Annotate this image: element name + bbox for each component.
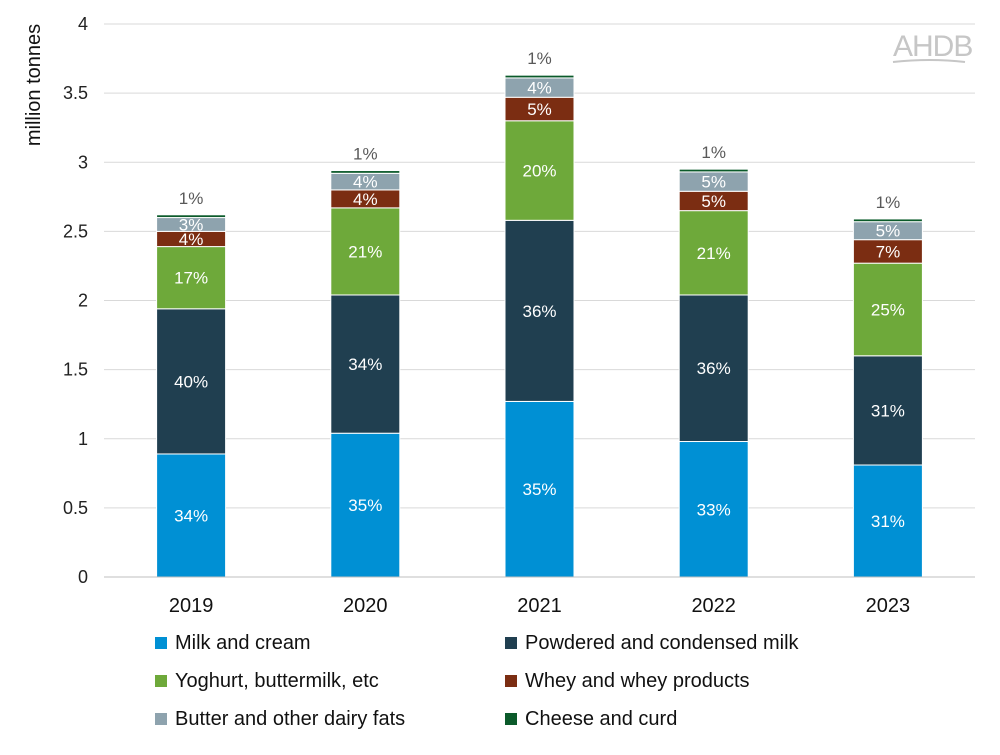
data-label: 21% xyxy=(697,244,731,263)
data-label: 20% xyxy=(522,162,556,181)
bar-segment xyxy=(330,170,401,174)
legend-label: Milk and cream xyxy=(175,631,311,654)
legend-item: Cheese and curd xyxy=(505,704,905,734)
data-label: 25% xyxy=(871,300,905,319)
stacked-bar-chart: 34%40%17%4%3%1%35%34%21%4%4%1%35%36%20%5… xyxy=(23,14,975,617)
data-label: 1% xyxy=(527,49,552,68)
data-label: 1% xyxy=(701,143,726,162)
data-label: 5% xyxy=(876,222,901,241)
data-label: 1% xyxy=(353,145,378,164)
bar-segment xyxy=(678,441,749,578)
data-label: 35% xyxy=(348,496,382,515)
bar-segment xyxy=(852,262,923,357)
bars xyxy=(156,74,923,578)
legend-swatch xyxy=(155,675,167,687)
bar-segment xyxy=(156,453,227,578)
bar-segment xyxy=(330,294,401,434)
bar-segment xyxy=(678,210,749,296)
legend-item: Butter and other dairy fats xyxy=(155,704,495,734)
bar-segment xyxy=(330,432,401,578)
x-tick-label: 2023 xyxy=(866,595,911,617)
logo: AHDB xyxy=(892,30,973,63)
data-label: 5% xyxy=(527,100,552,119)
legend-label: Cheese and curd xyxy=(525,707,678,730)
y-tick-label: 4 xyxy=(78,14,88,34)
legend-label: Yoghurt, buttermilk, etc xyxy=(175,669,379,692)
legend-swatch xyxy=(155,637,167,649)
x-tick-label: 2021 xyxy=(517,595,562,617)
x-tick-label: 2019 xyxy=(169,595,214,617)
bar-segment xyxy=(156,308,227,455)
y-tick-label: 1.5 xyxy=(63,360,88,380)
data-label: 5% xyxy=(701,173,726,192)
legend-swatch xyxy=(155,713,167,725)
y-tick-label: 2.5 xyxy=(63,221,88,241)
x-tick-label: 2020 xyxy=(343,595,388,617)
data-label: 34% xyxy=(174,506,208,525)
bar-segment xyxy=(330,207,401,296)
data-label: 3% xyxy=(179,215,204,234)
data-label: 17% xyxy=(174,269,208,288)
data-label: 4% xyxy=(353,190,378,209)
data-label: 31% xyxy=(871,401,905,420)
y-tick-label: 0 xyxy=(78,567,88,587)
y-tick-label: 3 xyxy=(78,152,88,172)
data-labels: 34%40%17%4%3%1%35%34%21%4%4%1%35%36%20%5… xyxy=(174,49,905,531)
logo-text: AHDB xyxy=(893,30,972,63)
y-axis-title: million tonnes xyxy=(23,24,45,146)
legend-swatch xyxy=(505,637,517,649)
legend-item: Yoghurt, buttermilk, etc xyxy=(155,666,495,696)
data-label: 34% xyxy=(348,355,382,374)
legend-item: Whey and whey products xyxy=(505,666,905,696)
data-label: 4% xyxy=(353,173,378,192)
legend-label: Whey and whey products xyxy=(525,669,750,692)
data-label: 40% xyxy=(174,372,208,391)
legend-item: Milk and cream xyxy=(155,628,495,658)
data-label: 4% xyxy=(179,230,204,249)
bar-segment xyxy=(504,74,575,79)
bar-segment xyxy=(678,168,749,173)
bar-segment xyxy=(852,464,923,578)
bar-segment xyxy=(156,214,227,219)
data-label: 1% xyxy=(179,189,204,208)
bar-segment xyxy=(852,218,923,223)
legend-label: Powdered and condensed milk xyxy=(525,631,799,654)
legend-swatch xyxy=(505,713,517,725)
data-label: 1% xyxy=(876,193,901,212)
data-label: 21% xyxy=(348,242,382,261)
y-tick-label: 2 xyxy=(78,291,88,311)
legend-label: Butter and other dairy fats xyxy=(175,707,406,730)
legend-swatch xyxy=(505,675,517,687)
y-tick-label: 3.5 xyxy=(63,83,88,103)
data-label: 35% xyxy=(522,480,556,499)
y-tick-label: 0.5 xyxy=(63,498,88,518)
bar-segment xyxy=(678,294,749,443)
logo-swoosh-icon xyxy=(892,59,966,63)
data-label: 36% xyxy=(522,302,556,321)
y-tick-label: 1 xyxy=(78,429,88,449)
bar-segment xyxy=(504,219,575,402)
bar-segment xyxy=(504,120,575,221)
data-label: 33% xyxy=(697,500,731,519)
data-label: 7% xyxy=(876,242,901,261)
legend: Milk and cream Powdered and condensed mil… xyxy=(155,628,915,734)
data-label: 36% xyxy=(697,359,731,378)
bar-segment xyxy=(852,355,923,466)
x-tick-label: 2022 xyxy=(691,595,736,617)
bar-segment xyxy=(504,400,575,578)
axes: 0 0.5 1 1.5 2 2.5 3 3.5 4 2019 2020 2021 2022 2023 xyxy=(63,14,975,617)
bar-segment xyxy=(156,246,227,310)
data-label: 4% xyxy=(527,79,552,98)
data-label: 31% xyxy=(871,512,905,531)
data-label: 5% xyxy=(701,192,726,211)
legend-item: Powdered and condensed milk xyxy=(505,628,905,658)
